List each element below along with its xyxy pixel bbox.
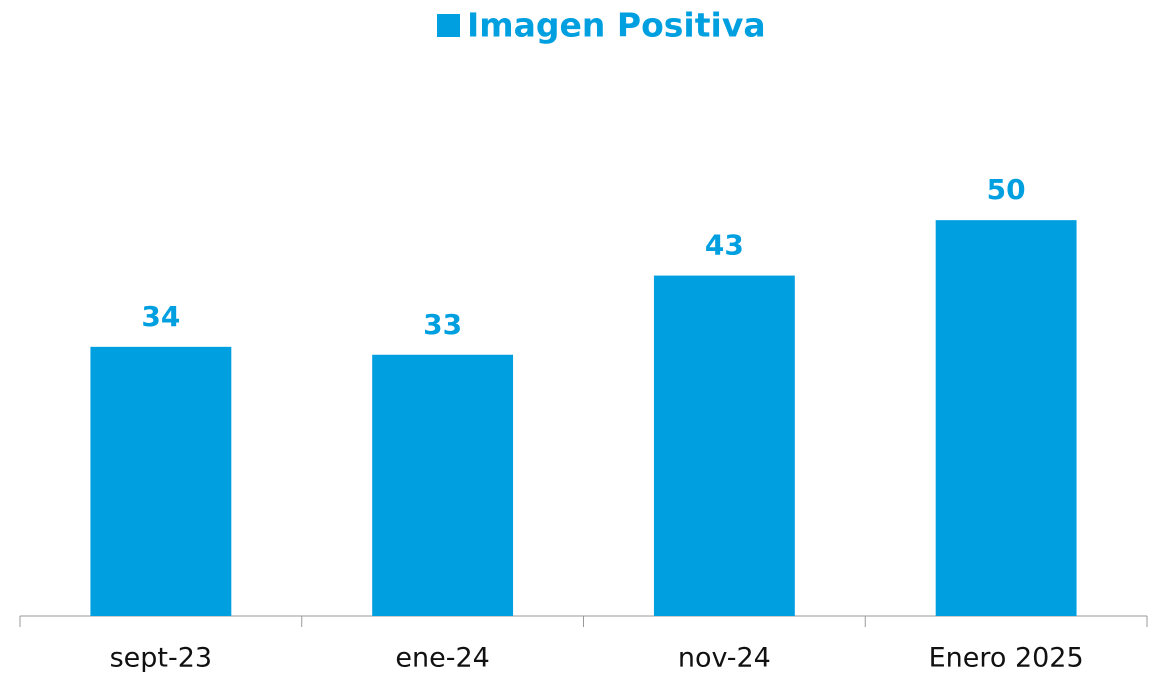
legend-label: Imagen Positiva xyxy=(467,6,766,45)
x-tick-label: nov-24 xyxy=(678,643,771,674)
value-label: 43 xyxy=(705,229,744,262)
value-label: 33 xyxy=(423,308,462,341)
legend-swatch xyxy=(437,14,460,37)
x-tick-label: ene-24 xyxy=(395,643,489,674)
bar xyxy=(935,220,1077,616)
value-label: 50 xyxy=(987,173,1026,206)
bar xyxy=(653,275,795,616)
x-tick-label: Enero 2025 xyxy=(929,643,1084,674)
x-tick-label: sept-23 xyxy=(110,643,213,674)
bar xyxy=(90,346,232,616)
bar xyxy=(372,354,514,616)
value-label: 34 xyxy=(141,300,180,333)
